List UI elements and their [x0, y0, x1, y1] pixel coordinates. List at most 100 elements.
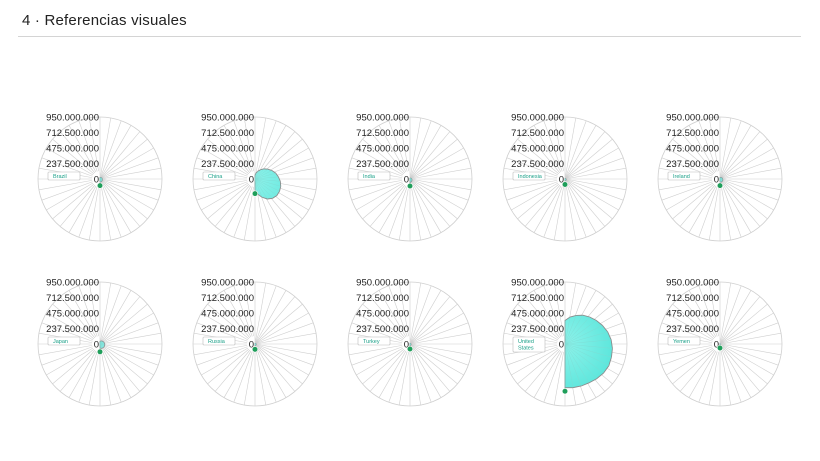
grid-spoke — [564, 178, 619, 211]
radial-data-point — [254, 178, 268, 200]
country-label: India — [363, 174, 376, 180]
grid-spoke — [351, 181, 403, 201]
grid-spoke — [99, 178, 162, 191]
grid-spoke — [688, 290, 717, 338]
grid-spoke — [409, 120, 432, 180]
grid-spoke — [511, 347, 559, 376]
grid-spoke — [369, 184, 406, 227]
grid-spoke — [719, 178, 768, 220]
grid-spoke — [688, 350, 717, 398]
grid-spoke — [564, 157, 624, 180]
tick-label: 0 — [249, 175, 254, 186]
grid-spoke — [564, 117, 577, 180]
grid-spoke — [719, 117, 732, 180]
grid-spoke — [99, 296, 141, 345]
grid-spoke — [99, 117, 112, 180]
grid-spoke — [369, 131, 406, 174]
grid-spoke — [409, 343, 458, 385]
grid-spoke — [196, 322, 248, 342]
tick-label: 950.000.000 — [356, 278, 409, 289]
grid-spoke — [719, 343, 782, 356]
grid-spoke — [243, 186, 254, 241]
tick-label: 950.000.000 — [666, 113, 719, 124]
grid-spoke — [88, 282, 99, 337]
grid-spoke — [223, 185, 252, 233]
grid-spoke — [506, 346, 558, 366]
country-label: Yemen — [673, 339, 690, 345]
tick-label: 237.500.000 — [356, 159, 409, 170]
tick-label: 237.500.000 — [46, 324, 99, 335]
tick-label: 237.500.000 — [511, 159, 564, 170]
grid-spoke — [719, 167, 782, 180]
grid-spoke — [564, 120, 587, 180]
grid-spoke — [351, 322, 403, 342]
radial-chart-ireland: 950.000.000 712.500.000 475.000.000 237.500… — [657, 113, 783, 242]
grid-spoke — [661, 346, 713, 366]
grid-spoke — [52, 138, 95, 175]
grid-spoke — [254, 343, 309, 376]
grid-spoke — [719, 178, 742, 238]
grid-spoke — [672, 138, 715, 175]
grid-spoke — [99, 290, 132, 345]
grid-spoke — [78, 285, 98, 337]
tick-label: 712.500.000 — [356, 128, 409, 139]
tick-label: 475.000.000 — [666, 144, 719, 155]
grid-spoke — [409, 178, 451, 227]
grid-spoke — [99, 282, 112, 345]
grid-spoke — [719, 147, 774, 180]
grid-spoke — [378, 350, 407, 398]
grid-spoke — [719, 178, 779, 201]
grid-spoke — [409, 167, 472, 180]
grid-spoke — [369, 349, 406, 392]
grid-spoke — [409, 290, 442, 345]
grid-spoke — [708, 117, 719, 172]
grid-spoke — [511, 147, 559, 176]
tick-label: 950.000.000 — [201, 278, 254, 289]
grid-spoke — [398, 117, 409, 172]
radial-data-point — [564, 320, 597, 345]
grid-spoke — [564, 178, 577, 241]
grid-spoke — [564, 138, 613, 180]
grid-spoke — [672, 183, 715, 220]
radial-chart-yemen: 950.000.000 712.500.000 475.000.000 237.500… — [657, 278, 783, 407]
grid-spoke — [719, 120, 742, 180]
grid-spoke — [46, 182, 94, 211]
radial-data-point — [564, 343, 604, 374]
grid-spoke — [719, 343, 732, 406]
grid-spoke — [99, 343, 148, 385]
radial-data-point — [564, 316, 590, 345]
grid-spoke — [59, 131, 96, 174]
radial-data-point — [254, 178, 273, 199]
country-label-tag — [357, 336, 391, 346]
country-label: Turkey — [363, 339, 380, 345]
grid-spoke — [698, 285, 718, 337]
grid-spoke — [409, 178, 432, 238]
tick-label: 475.000.000 — [511, 309, 564, 320]
grid-spoke — [553, 351, 564, 406]
grid-spoke — [214, 349, 251, 392]
tick-label: 950.000.000 — [511, 278, 564, 289]
grid-spoke — [698, 186, 718, 238]
grid-spoke — [41, 157, 93, 177]
grid-spoke — [348, 345, 403, 356]
grid-spoke — [388, 285, 408, 337]
grid-spoke — [398, 186, 409, 241]
grid-spoke — [99, 147, 154, 180]
grid-spoke — [362, 183, 405, 220]
tick-label: 475.000.000 — [46, 144, 99, 155]
radial-chart-russia: 950.000.000 712.500.000 475.000.000 237.500… — [192, 278, 318, 407]
tick-label: 237.500.000 — [666, 324, 719, 335]
grid-spoke — [719, 343, 779, 366]
grid-spoke — [719, 285, 742, 345]
grid-spoke — [409, 178, 472, 191]
radial-data-point — [254, 176, 279, 180]
grid-spoke — [661, 322, 713, 342]
grid-spoke — [533, 350, 562, 398]
grid-spoke — [409, 157, 469, 180]
tick-label: 0 — [94, 340, 99, 351]
country-label: Japan — [53, 339, 68, 345]
tick-label: 950.000.000 — [356, 113, 409, 124]
grid-spoke — [99, 303, 148, 345]
grid-spoke — [672, 303, 715, 340]
tick-label: 712.500.000 — [666, 293, 719, 304]
